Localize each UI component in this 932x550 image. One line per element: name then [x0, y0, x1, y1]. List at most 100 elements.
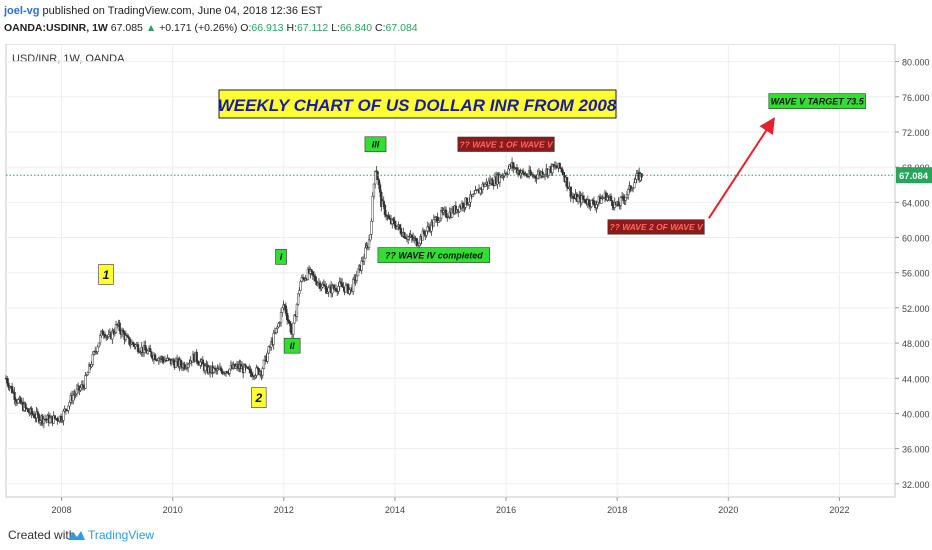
candle-body	[124, 335, 127, 340]
candle-body	[625, 194, 629, 198]
candle-body	[37, 414, 41, 423]
candle-body	[131, 341, 135, 345]
candle-body	[348, 289, 351, 294]
candle-body	[432, 219, 435, 227]
y-tick-label: 72.000	[902, 128, 930, 138]
chart-header: joel-vg published on TradingView.com, Ju…	[0, 0, 932, 44]
candle-body	[473, 193, 476, 195]
y-tick-label: 44.000	[902, 374, 930, 384]
candle-body	[369, 234, 372, 241]
candle-body	[491, 179, 494, 186]
candle-body	[295, 304, 299, 317]
candle-body	[374, 170, 377, 185]
wave-label: 2	[251, 387, 267, 408]
candle-body	[360, 260, 363, 271]
candle-body	[319, 282, 322, 289]
candle-body	[600, 198, 603, 204]
candle-body	[26, 408, 30, 413]
wave-label-bg	[457, 136, 555, 152]
candle-body	[367, 239, 371, 248]
candle-body	[547, 168, 550, 176]
candle-body	[289, 323, 292, 333]
low-label: L:	[331, 22, 340, 34]
candle-body	[101, 330, 104, 335]
candle-body	[634, 179, 637, 184]
y-tick-label: 76.000	[902, 93, 930, 103]
x-tick-label: 2022	[829, 505, 849, 515]
candle-body	[281, 307, 284, 313]
wave-label: WAVE V TARGET 73.5	[768, 93, 866, 109]
candle-body	[633, 182, 636, 189]
up-arrow-icon: ▲	[145, 22, 157, 34]
candle-body	[17, 399, 20, 404]
x-tick-label: 2018	[607, 505, 627, 515]
candle-body	[387, 215, 390, 219]
wave-label-text: 1	[103, 268, 110, 282]
wave-label-text: ?? WAVE 2 OF WAVE V	[609, 222, 704, 232]
candle-body	[274, 328, 278, 333]
wave-label-bg	[251, 387, 267, 408]
y-tick-label: 32.000	[902, 480, 930, 490]
candle-body	[334, 288, 338, 291]
ohlc-line: OANDA:USDINR, 1W 67.085 ▲ +0.171 (+0.26%…	[4, 22, 418, 34]
candle-body	[134, 344, 137, 347]
candle-body	[399, 228, 402, 234]
author-link[interactable]: joel-vg	[4, 5, 40, 17]
candle-body	[249, 368, 252, 374]
candle-body	[569, 186, 572, 198]
candle-body	[196, 360, 200, 364]
candle-body	[96, 346, 99, 353]
candle-body	[36, 411, 39, 415]
candle-body	[363, 257, 366, 262]
candle-body	[262, 360, 266, 369]
candle-body	[98, 335, 102, 344]
footer: Created with TradingView	[0, 524, 932, 550]
candle-body	[272, 333, 275, 345]
candle-body	[339, 281, 343, 284]
candle-body	[398, 224, 401, 229]
candle-body	[314, 276, 317, 282]
candle-body	[565, 176, 569, 188]
pane-title: USD/INR, 1W, OANDA	[12, 53, 125, 65]
candle-body	[53, 415, 57, 419]
title-box: WEEKLY CHART OF US DOLLAR INR FROM 2008	[218, 89, 617, 119]
candle-body	[425, 230, 428, 236]
x-tick-label: 2020	[718, 505, 738, 515]
candle-body	[56, 418, 59, 421]
y-tick-label: 48.000	[902, 339, 930, 349]
candle-body	[587, 199, 591, 206]
wave-label: I	[275, 249, 287, 265]
candle-body	[393, 220, 396, 226]
axes: 80.00076.00072.00068.00064.00060.00056.0…	[52, 58, 932, 515]
y-tick-label: 40.000	[902, 409, 930, 419]
x-tick-label: 2016	[496, 505, 516, 515]
candle-body	[640, 173, 643, 178]
wave-label-bg	[768, 93, 866, 109]
candle-body	[118, 322, 121, 331]
candle-body	[433, 217, 437, 220]
candle-body	[72, 395, 75, 402]
wave-label: II	[283, 337, 301, 354]
candle-body	[541, 171, 544, 177]
candle-body	[30, 408, 33, 414]
grid	[6, 44, 895, 497]
wave-label-text: I	[280, 252, 283, 262]
price-chart[interactable]: USD/INR, 1W, OANDA WEEKLY CHART OF US DO…	[0, 44, 932, 524]
candle-body	[174, 360, 178, 368]
candle-body	[619, 197, 623, 206]
candle-body	[512, 162, 515, 169]
wave-label-text: 2	[254, 391, 262, 405]
candle-body	[79, 387, 82, 391]
candle-body	[167, 357, 170, 360]
tradingview-brand[interactable]: TradingView	[88, 528, 155, 542]
candles	[4, 157, 643, 429]
y-tick-label: 64.000	[902, 198, 930, 208]
candle-body	[622, 196, 625, 200]
candle-body	[462, 203, 465, 208]
candle-body	[199, 361, 202, 366]
candle-body	[284, 305, 288, 314]
candle-body	[32, 414, 36, 418]
candle-body	[261, 368, 264, 376]
candle-body	[107, 334, 110, 337]
candle-body	[341, 283, 344, 288]
